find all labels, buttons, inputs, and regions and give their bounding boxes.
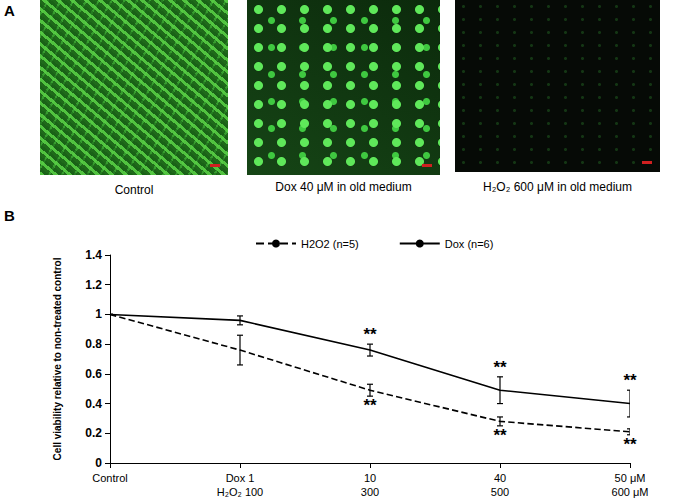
svg-text:**: ** (623, 371, 637, 390)
svg-text:Dox 1: Dox 1 (226, 472, 255, 484)
svg-text:**: ** (623, 435, 637, 454)
svg-text:40: 40 (494, 472, 506, 484)
svg-text:**: ** (363, 325, 377, 344)
svg-text:H2O2 (n=5): H2O2 (n=5) (301, 238, 359, 250)
svg-text:**: ** (493, 358, 507, 377)
svg-text:1.4: 1.4 (85, 248, 102, 262)
svg-text:1: 1 (95, 307, 102, 321)
svg-text:500: 500 (491, 486, 509, 498)
svg-text:**: ** (493, 426, 507, 445)
html-text:Control: Control (114, 183, 154, 197)
svg-text:1.2: 1.2 (85, 278, 102, 292)
svg-text:50 μM: 50 μM (615, 472, 646, 484)
svg-text:0.8: 0.8 (85, 337, 102, 351)
svg-text:0.6: 0.6 (85, 367, 102, 381)
svg-text:10: 10 (364, 472, 376, 484)
svg-text:**: ** (363, 396, 377, 415)
svg-text:Dox (n=6): Dox (n=6) (445, 238, 494, 250)
svg-text:H₂O₂ 100: H₂O₂ 100 (217, 486, 263, 498)
html-text:A: A (4, 2, 15, 19)
svg-text:Control: Control (92, 472, 127, 484)
svg-text:0.2: 0.2 (85, 426, 102, 440)
svg-text:600 μM: 600 μM (612, 486, 649, 498)
html-text:H₂O₂ 600 μM in old medium: H₂O₂ 600 μM in old medium (483, 180, 632, 194)
html-text:B: B (4, 207, 15, 224)
svg-text:Cell viability relative to non: Cell viability relative to non-treated c… (52, 257, 63, 460)
svg-text:0: 0 (95, 456, 102, 470)
svg-text:0.4: 0.4 (85, 397, 102, 411)
html-text:Dox 40 μM in old medium: Dox 40 μM in old medium (275, 180, 412, 194)
svg-text:300: 300 (361, 486, 379, 498)
